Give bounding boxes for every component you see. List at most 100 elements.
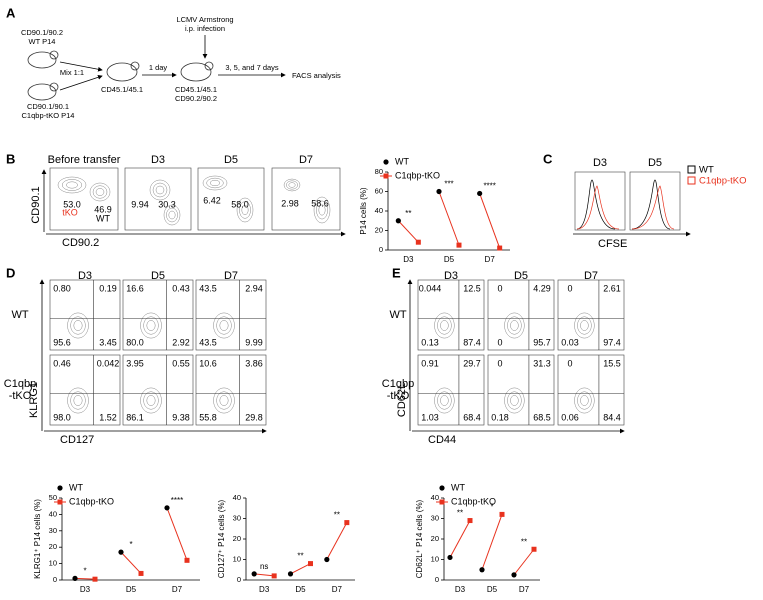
- contour: [239, 201, 251, 219]
- y-tick-label: 40: [375, 206, 383, 215]
- legend-label: WT: [451, 482, 465, 492]
- contour: [440, 320, 449, 331]
- significance: **: [457, 509, 463, 518]
- contour: [241, 204, 249, 216]
- x-tick-label: D5: [295, 585, 306, 594]
- flow-plot: [195, 279, 267, 351]
- label: 0.13: [421, 337, 439, 347]
- contour: [318, 204, 326, 216]
- x-tick-label: D3: [259, 585, 270, 594]
- label: 3.86: [245, 358, 263, 368]
- label: -tKO: [387, 390, 410, 402]
- label: -tKO: [9, 390, 32, 402]
- significance: *: [129, 540, 132, 549]
- pair-line: [254, 573, 275, 577]
- dot: [287, 571, 294, 577]
- x-tick-label: D7: [519, 585, 530, 594]
- label: CD62L: [396, 383, 408, 417]
- label: CD127: [60, 434, 94, 446]
- pair-line: [449, 520, 471, 558]
- label: 80.0: [126, 337, 144, 347]
- significance: ****: [171, 496, 183, 505]
- label: 98.0: [53, 412, 71, 422]
- dot: [184, 557, 190, 563]
- contour: [95, 188, 105, 196]
- contour: [440, 395, 449, 406]
- y-tick-label: 10: [431, 554, 439, 563]
- label: CD90.1/90.2: [21, 28, 63, 37]
- y-tick-label: 30: [49, 526, 57, 535]
- dot: [308, 561, 313, 567]
- significance: ns: [260, 562, 268, 571]
- y-tick-label: 0: [379, 245, 383, 254]
- panel-label: A: [6, 5, 16, 20]
- label: 16.6: [126, 283, 144, 293]
- flow-plot: [49, 354, 121, 426]
- y-tick-label: 20: [431, 534, 439, 543]
- contour: [219, 320, 229, 331]
- dot: [92, 576, 98, 582]
- flow-plot: [124, 167, 192, 231]
- contour: [89, 182, 111, 202]
- legend-swatch: [687, 176, 696, 185]
- label: 29.8: [245, 412, 263, 422]
- contour: [213, 312, 235, 339]
- y-tick-label: 30: [233, 513, 241, 522]
- label: 15.5: [603, 358, 621, 368]
- contour: [213, 387, 235, 414]
- label: 30.3: [158, 199, 176, 209]
- label: CD45.1/45.1: [175, 85, 217, 94]
- contour: [70, 316, 86, 335]
- label: CD44: [428, 434, 456, 446]
- label: 43.5: [199, 337, 217, 347]
- label: 53.0: [63, 199, 81, 209]
- label: D5: [151, 270, 165, 282]
- dot: [271, 573, 277, 579]
- contour: [236, 197, 254, 223]
- dot: [531, 546, 537, 552]
- y-tick-label: 30: [431, 513, 439, 522]
- flow-plot: [557, 354, 625, 426]
- histogram: [576, 185, 620, 230]
- axis-title: P14 cells (%): [359, 187, 368, 234]
- flow-plot: [122, 354, 194, 426]
- label: 29.7: [463, 358, 481, 368]
- label: 68.4: [463, 412, 481, 422]
- y-tick-label: 0: [53, 575, 57, 584]
- label: 55.8: [199, 412, 217, 422]
- contour: [206, 177, 224, 189]
- y-tick-label: 0: [237, 575, 241, 584]
- legend-marker: [57, 485, 63, 491]
- panel-label: E: [392, 265, 401, 280]
- legend-label: C1qbp-tKO: [451, 496, 496, 506]
- flow-plot: [49, 279, 121, 351]
- label: CD45.1/45.1: [101, 85, 143, 94]
- label: WT: [96, 213, 110, 223]
- dot: [344, 520, 350, 526]
- pair-line: [513, 548, 535, 576]
- label: Mix 1:1: [60, 68, 84, 77]
- contour: [143, 316, 159, 335]
- flow-plot: [487, 354, 555, 426]
- contour: [143, 391, 159, 410]
- label: 10.6: [199, 358, 217, 368]
- pair-line: [438, 191, 460, 246]
- contour: [434, 312, 455, 339]
- contour: [577, 316, 592, 335]
- dot: [395, 218, 401, 224]
- label: D7: [299, 154, 313, 166]
- label: 95.6: [53, 337, 71, 347]
- contour: [313, 196, 331, 224]
- dot: [497, 245, 503, 251]
- pair-line: [481, 514, 503, 570]
- contour: [67, 312, 89, 339]
- legend-marker: [383, 173, 389, 179]
- axis-title: CD62L⁺ P14 cells (%): [415, 499, 424, 578]
- flow-plot: [122, 279, 194, 351]
- label: KLRG1: [28, 382, 40, 418]
- contour: [57, 176, 87, 194]
- panel-label: B: [6, 151, 15, 166]
- label: 2.98: [281, 198, 299, 208]
- contour: [61, 179, 83, 191]
